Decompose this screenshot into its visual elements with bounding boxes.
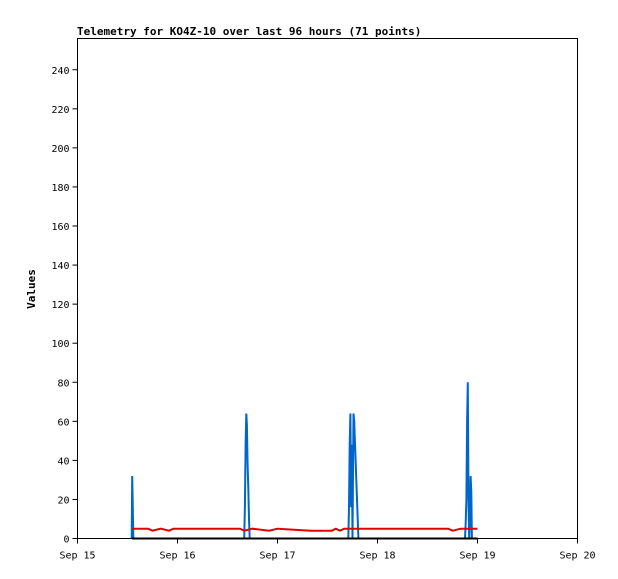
series-line-1 bbox=[131, 527, 478, 532]
y-tick-label: 40 bbox=[57, 456, 69, 467]
y-axis-label: Values bbox=[25, 269, 38, 309]
plot-area bbox=[77, 38, 578, 539]
series-layer bbox=[130, 382, 478, 540]
y-tick-label: 100 bbox=[51, 339, 69, 350]
y-tick-label: 160 bbox=[51, 222, 69, 233]
y-tick-label: 200 bbox=[51, 144, 69, 155]
y-tick-label: 80 bbox=[57, 378, 69, 389]
y-tick-label: 240 bbox=[51, 66, 69, 77]
x-axis: Sep 15 Sep 16 Sep 17 Sep 18 Sep 19 Sep 20 bbox=[59, 538, 596, 562]
y-tick-label: 180 bbox=[51, 183, 69, 194]
y-tick-label: 140 bbox=[51, 261, 69, 272]
x-tick-label: Sep 19 bbox=[459, 551, 495, 562]
chart-title: Telemetry for KO4Z-10 over last 96 hours… bbox=[77, 25, 421, 38]
y-tick-label: 0 bbox=[63, 535, 69, 546]
x-tick-label: Sep 18 bbox=[359, 551, 395, 562]
y-tick-label: 20 bbox=[57, 495, 69, 506]
x-tick-label: Sep 17 bbox=[259, 551, 295, 562]
x-tick-label: Sep 20 bbox=[559, 551, 595, 562]
x-tick-label: Sep 15 bbox=[59, 551, 95, 562]
x-tick-label: Sep 16 bbox=[159, 551, 195, 562]
y-tick-label: 120 bbox=[51, 300, 69, 311]
y-tick-label: 60 bbox=[57, 417, 69, 428]
y-axis: 0 20 40 60 80 100 120 140 160 180 200 220 240 bbox=[51, 66, 78, 546]
y-tick-label: 220 bbox=[51, 105, 69, 116]
